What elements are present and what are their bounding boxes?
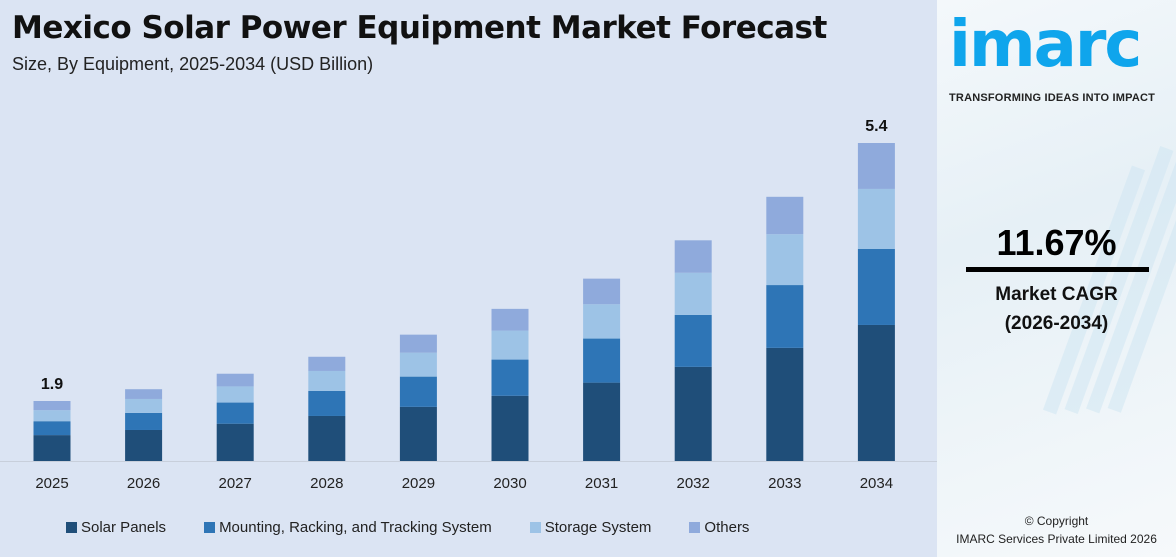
chart-panel: Mexico Solar Power Equipment Market Fore… <box>0 10 937 536</box>
x-tick-label: 2032 <box>677 475 710 492</box>
bar-segment-solar-panels-2030 <box>491 395 529 461</box>
x-tick-label: 2031 <box>585 475 618 492</box>
bar-segment-solar-panels-2032 <box>674 366 712 461</box>
legend-swatch <box>204 522 216 533</box>
bar-segment-storage-system-2027 <box>216 386 254 403</box>
bar-segment-storage-system-2025 <box>33 410 71 422</box>
legend: Solar Panels Mounting, Racking, and Trac… <box>66 519 787 536</box>
bar-segment-storage-system-2031 <box>583 304 621 339</box>
chart-title: Mexico Solar Power Equipment Market Fore… <box>12 10 827 46</box>
x-tick-label: 2027 <box>219 475 252 492</box>
legend-item-others: Others <box>689 519 749 536</box>
legend-swatch <box>66 522 77 533</box>
bar-segment-storage-system-2028 <box>308 370 346 391</box>
bar-segment-solar-panels-2026 <box>125 429 163 461</box>
legend-swatch <box>529 522 541 533</box>
bar-segment-solar-panels-2028 <box>308 415 346 461</box>
bar-segment-mounting-racking-and-tracking-system-2028 <box>308 390 346 416</box>
bar-segment-mounting-racking-and-tracking-system-2030 <box>491 359 529 396</box>
divider <box>966 267 1149 272</box>
imarc-logo: imarc <box>949 8 1142 82</box>
copyright-company: IMARC Services Private Limited 2026 <box>956 532 1157 546</box>
bar-segment-others-2034 <box>857 143 895 189</box>
bar-segment-solar-panels-2031 <box>583 382 621 461</box>
data-label: 1.9 <box>41 376 63 393</box>
cagr-value: 11.67% <box>996 222 1117 263</box>
legend-item-storage: Storage System <box>529 519 652 536</box>
bar-segment-mounting-racking-and-tracking-system-2029 <box>399 376 437 407</box>
bar-segment-storage-system-2033 <box>766 234 804 286</box>
bar-segment-others-2033 <box>766 196 804 235</box>
x-tick-label: 2029 <box>402 475 435 492</box>
bar-segment-solar-panels-2027 <box>216 423 254 461</box>
bar-segment-others-2030 <box>491 308 529 331</box>
bar-segment-storage-system-2030 <box>491 330 529 360</box>
bar-segment-others-2028 <box>308 356 346 371</box>
stacked-bar-chart: 2025 1.9 2026 2027 2028 2029 2030 2031 2032 2033 2… <box>0 118 937 492</box>
legend-swatch <box>689 522 701 533</box>
legend-label: Storage System <box>544 519 652 536</box>
bar-segment-solar-panels-2033 <box>766 347 804 461</box>
bar-segment-others-2032 <box>674 240 712 273</box>
bar-segment-storage-system-2026 <box>125 398 163 413</box>
bar-segment-mounting-racking-and-tracking-system-2032 <box>674 314 712 367</box>
x-tick-label: 2034 <box>860 475 893 492</box>
bar-segment-mounting-racking-and-tracking-system-2031 <box>583 338 621 383</box>
legend-label: Mounting, Racking, and Tracking System <box>219 519 492 536</box>
legend-item-mounting: Mounting, Racking, and Tracking System <box>204 519 492 536</box>
bar-segment-mounting-racking-and-tracking-system-2025 <box>33 421 71 436</box>
cagr-label: Market CAGR <box>995 284 1118 305</box>
x-tick-label: 2028 <box>310 475 343 492</box>
bar-segment-others-2026 <box>125 389 163 399</box>
cagr-period: (2026-2034) <box>1004 313 1109 334</box>
bar-segment-storage-system-2032 <box>674 272 712 315</box>
x-tick-label: 2030 <box>493 475 526 492</box>
x-tick-label: 2025 <box>35 475 68 492</box>
bar-segment-mounting-racking-and-tracking-system-2033 <box>766 285 804 348</box>
legend-label: Others <box>704 519 750 536</box>
bar-segment-mounting-racking-and-tracking-system-2026 <box>125 412 163 430</box>
bar-segment-others-2029 <box>399 334 437 353</box>
bar-segment-solar-panels-2034 <box>857 324 895 461</box>
legend-label: Solar Panels <box>81 519 167 536</box>
bar-segment-storage-system-2034 <box>857 188 895 249</box>
x-tick-label: 2033 <box>768 475 801 492</box>
copyright: © Copyright <box>1024 514 1089 528</box>
legend-item-solar-panels: Solar Panels <box>66 519 166 536</box>
bar-segment-mounting-racking-and-tracking-system-2034 <box>857 249 895 325</box>
bar-segment-others-2031 <box>583 278 621 305</box>
data-label: 5.4 <box>865 118 887 135</box>
bar-segment-solar-panels-2029 <box>399 406 437 461</box>
chart-subtitle: Size, By Equipment, 2025-2034 (USD Billi… <box>12 54 374 74</box>
bar-segment-storage-system-2029 <box>399 352 437 377</box>
bar-segment-solar-panels-2025 <box>33 435 71 461</box>
x-tick-label: 2026 <box>127 475 160 492</box>
bar-segment-mounting-racking-and-tracking-system-2027 <box>216 402 254 424</box>
sidebar-panel: imarc TRANSFORMING IDEAS INTO IMPACT 11.… <box>937 0 1176 557</box>
bar-segment-others-2027 <box>216 373 254 387</box>
bar-segment-others-2025 <box>33 401 71 411</box>
logo-tagline: TRANSFORMING IDEAS INTO IMPACT <box>949 92 1156 104</box>
